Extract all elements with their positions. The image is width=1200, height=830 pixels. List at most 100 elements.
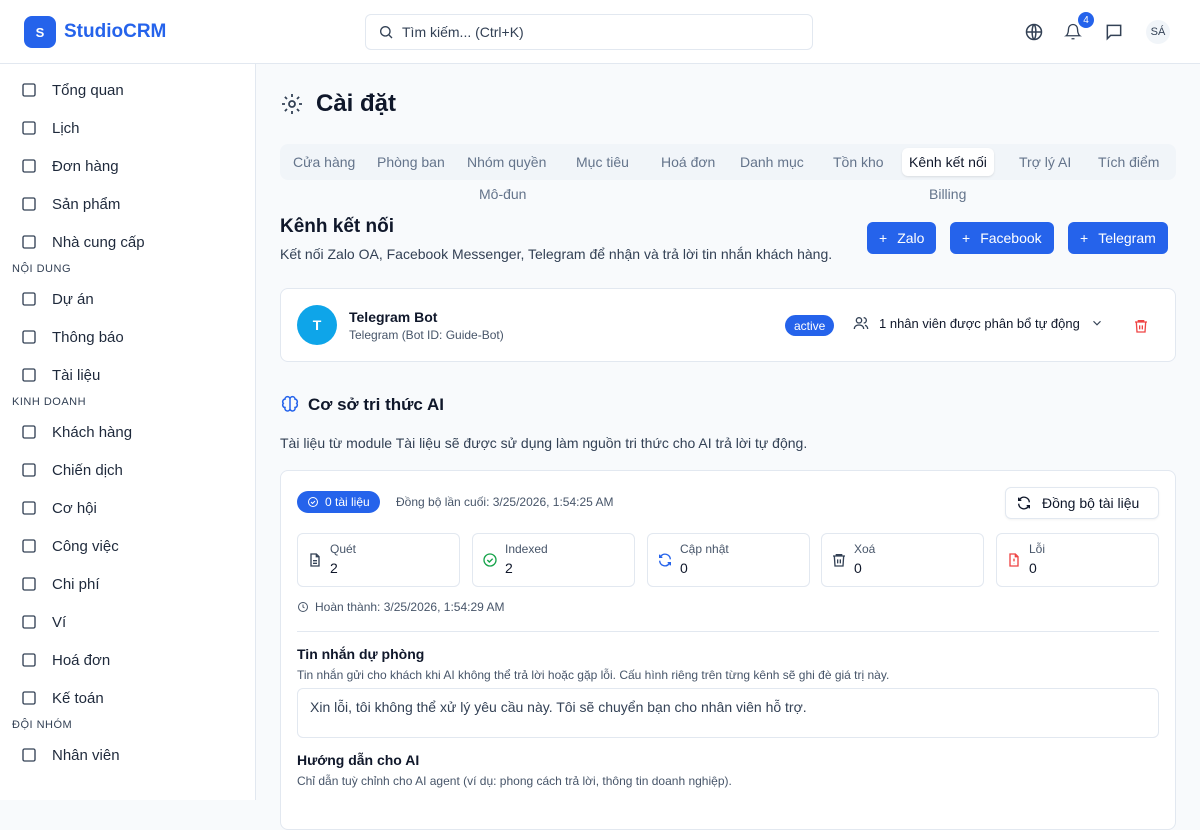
sidebar-item[interactable]: Chi phí: [20, 569, 100, 599]
completed-text: Hoàn thành: 3/25/2026, 1:54:29 AM: [297, 600, 504, 614]
sidebar-section-title: ĐỘI NHÓM: [12, 719, 73, 731]
sidebar-item-label: Tổng quan: [52, 81, 124, 99]
tab[interactable]: Danh mục: [740, 154, 804, 170]
ai-guide-help: Chỉ dẫn tuỳ chỉnh cho AI agent (ví dụ: p…: [297, 774, 732, 788]
search-input[interactable]: Tìm kiếm... (Ctrl+K): [365, 14, 813, 50]
tab[interactable]: Billing: [929, 186, 967, 202]
stat-scanned: Quét 2: [297, 533, 460, 587]
search-placeholder: Tìm kiếm... (Ctrl+K): [402, 24, 524, 40]
sidebar-item-label: Tài liệu: [52, 366, 101, 384]
menu-icon: [22, 83, 36, 97]
bot-name: Telegram Bot: [349, 309, 438, 325]
knowledge-title: Cơ sở tri thức AI: [280, 395, 444, 415]
refresh-icon: [659, 553, 671, 567]
status-badge: active: [785, 315, 835, 336]
brain-icon: [281, 395, 299, 412]
sidebar-item[interactable]: Chiến dịch: [20, 455, 123, 485]
menu-icon: [22, 368, 36, 382]
sync-documents-button[interactable]: Đồng bộ tài liệu: [1005, 487, 1159, 519]
tab[interactable]: Kênh kết nối: [902, 148, 994, 176]
menu-icon: [22, 577, 36, 591]
sidebar-item[interactable]: Nhà cung cấp: [20, 227, 145, 257]
bell-icon[interactable]: [1064, 22, 1082, 42]
tab[interactable]: Cửa hàng: [293, 154, 356, 170]
sidebar-item[interactable]: Thông báo: [20, 322, 124, 352]
sidebar-item-label: Công việc: [52, 537, 119, 555]
tab[interactable]: Tồn kho: [833, 154, 884, 170]
menu-icon: [22, 292, 36, 306]
main-content: Cài đặt Cửa hàng Phòng ban Nhóm quyền Mục t…: [256, 64, 1200, 830]
stat-updated: Cập nhật 0: [647, 533, 810, 587]
gear-icon: [282, 94, 302, 114]
sidebar-item[interactable]: Kế toán: [20, 683, 104, 713]
settings-tabs: Cửa hàng Phòng ban Nhóm quyền Mục tiêu Hoá đ…: [280, 144, 1176, 202]
logo[interactable]: S: [24, 16, 56, 48]
top-header: S StudioCRM Tìm kiếm... (Ctrl+K) 4 SÁ: [0, 0, 1200, 64]
sidebar-item[interactable]: Sản phẩm: [20, 189, 120, 219]
sidebar-item[interactable]: Ví: [20, 607, 66, 637]
sidebar-item-label: Sản phẩm: [52, 195, 121, 213]
sidebar-item-label: Dự án: [52, 290, 94, 308]
tab[interactable]: Trợ lý AI: [1019, 154, 1072, 170]
sidebar-item[interactable]: Dự án: [20, 284, 94, 314]
page-title-text: Cài đặt: [316, 90, 397, 117]
sidebar-item-label: Nhà cung cấp: [52, 233, 145, 251]
fallback-message-textarea[interactable]: Xin lỗi, tôi không thể xử lý yêu cầu này…: [297, 688, 1159, 738]
brand-name[interactable]: StudioCRM: [64, 21, 167, 42]
menu-icon: [22, 539, 36, 553]
check-circle-icon: [308, 497, 318, 507]
tab[interactable]: Tích điểm: [1098, 154, 1160, 170]
avatar[interactable]: SÁ: [1146, 20, 1170, 44]
assignment-dropdown[interactable]: 1 nhân viên được phân bổ tự động: [853, 315, 1104, 331]
sidebar-item-label: Kế toán: [52, 689, 104, 707]
knowledge-card: 0 tài liệu Đồng bộ lần cuối: 3/25/2026, …: [280, 470, 1176, 830]
sidebar-item-label: Lịch: [52, 119, 80, 137]
sidebar-item-label: Đơn hàng: [52, 157, 119, 175]
add-facebook-button[interactable]: + Facebook: [950, 222, 1054, 254]
page-title: Cài đặt: [280, 90, 396, 118]
menu-icon: [22, 330, 36, 344]
trash-icon[interactable]: [1133, 318, 1149, 334]
tab[interactable]: Nhóm quyền: [467, 154, 547, 170]
menu-icon: [22, 197, 36, 211]
tab[interactable]: Hoá đơn: [661, 154, 716, 170]
sidebar-item[interactable]: Tài liệu: [20, 360, 100, 390]
sidebar-item[interactable]: Tổng quan: [20, 75, 124, 105]
sidebar-item-label: Thông báo: [52, 328, 124, 346]
document-count-badge: 0 tài liệu: [297, 491, 380, 513]
check-circle-icon: [483, 553, 497, 567]
clock-icon: [298, 602, 308, 612]
sidebar-item[interactable]: Hoá đơn: [20, 645, 110, 675]
add-zalo-button[interactable]: + Zalo: [867, 222, 937, 254]
telegram-channel-card: T Telegram Bot Telegram (Bot ID: Guide-B…: [280, 288, 1176, 362]
bot-detail: Telegram (Bot ID: Guide-Bot): [349, 328, 504, 342]
sidebar-item[interactable]: Cơ hội: [20, 493, 97, 523]
add-telegram-button[interactable]: + Telegram: [1068, 222, 1168, 254]
notification-badge: 4: [1078, 12, 1094, 28]
sidebar-item-label: Hoá đơn: [52, 651, 111, 669]
sidebar-item[interactable]: Đơn hàng: [20, 151, 119, 181]
sidebar-item-label: Ví: [52, 613, 67, 631]
stat-indexed: Indexed 2: [472, 533, 635, 587]
globe-icon[interactable]: [1024, 22, 1044, 42]
menu-icon: [22, 691, 36, 705]
sidebar-section-title: KINH DOANH: [12, 396, 87, 408]
menu-icon: [22, 235, 36, 249]
menu-icon: [22, 159, 36, 173]
sidebar-item[interactable]: Nhân viên: [20, 740, 120, 770]
tab[interactable]: Mô-đun: [479, 186, 527, 202]
last-sync-text: Đồng bộ lần cuối: 3/25/2026, 1:54:25 AM: [396, 495, 614, 509]
sidebar-item-label: Khách hàng: [52, 423, 133, 441]
sidebar-item[interactable]: Công việc: [20, 531, 119, 561]
tab[interactable]: Mục tiêu: [576, 154, 629, 170]
ai-guide-label: Hướng dẫn cho AI: [297, 752, 420, 768]
menu-icon: [22, 615, 36, 629]
sidebar: Tổng quan Lịch Đơn hàng Sản phẩm Nhà cung cấ…: [0, 64, 256, 800]
tab[interactable]: Phòng ban: [377, 154, 445, 170]
sidebar-item[interactable]: Lịch: [20, 113, 80, 143]
sidebar-item[interactable]: Khách hàng: [20, 417, 132, 447]
message-icon[interactable]: [1104, 22, 1124, 42]
menu-icon: [22, 501, 36, 515]
file-text-icon: [310, 553, 320, 567]
stat-errors: Lỗi 0: [996, 533, 1159, 587]
